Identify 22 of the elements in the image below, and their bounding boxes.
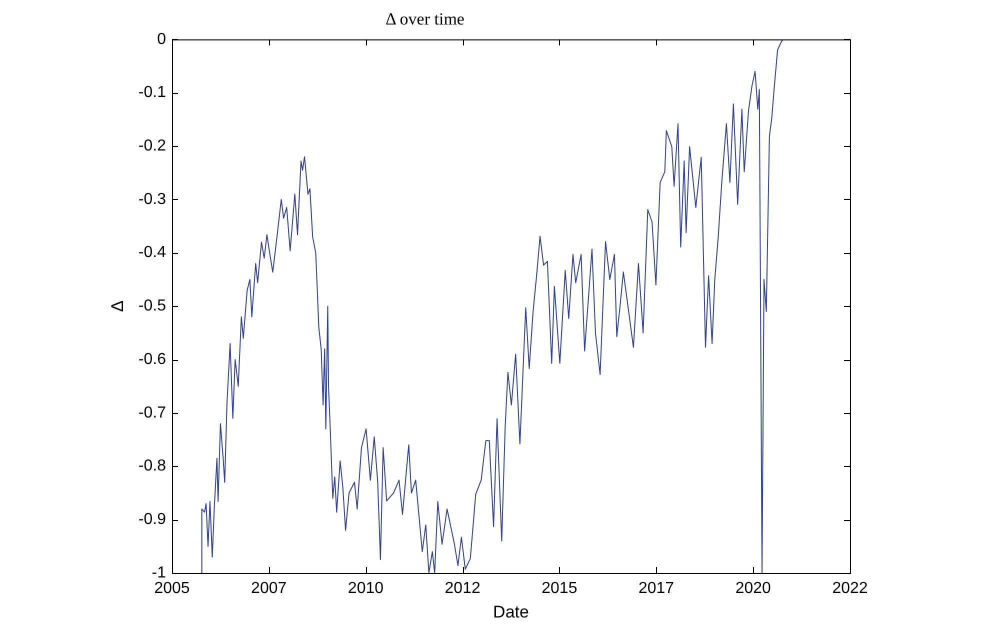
x-tick-label: 2020 (735, 580, 772, 598)
y-tick-label: -0.3 (138, 190, 166, 208)
x-tick-label: 2007 (251, 580, 287, 598)
x-tick-label: 2005 (154, 580, 190, 598)
x-axis-title: Date (493, 602, 529, 622)
x-tick-label: 2015 (542, 580, 578, 598)
chart-title: Δ over time (386, 10, 464, 29)
y-tick-label: -0.8 (138, 458, 166, 475)
y-tick-label: -1 (152, 564, 166, 582)
y-axis-title: Δ (108, 300, 127, 312)
y-tick-label: -0.2 (138, 138, 166, 155)
y-tick-label: -0.9 (138, 511, 166, 528)
y-tick-label: -0.5 (138, 298, 166, 315)
y-tick-label: 0 (157, 30, 166, 48)
x-tick-label: 2012 (444, 580, 480, 598)
y-tick-label: -0.7 (138, 404, 166, 422)
x-tick-label: 2017 (638, 580, 674, 598)
x-tick-label: 2010 (348, 580, 384, 598)
y-tick-label: -0.1 (138, 84, 166, 102)
x-tick-label: 2022 (832, 580, 868, 598)
y-tick-label: -0.4 (138, 244, 166, 262)
y-tick-label: -0.6 (138, 350, 166, 368)
